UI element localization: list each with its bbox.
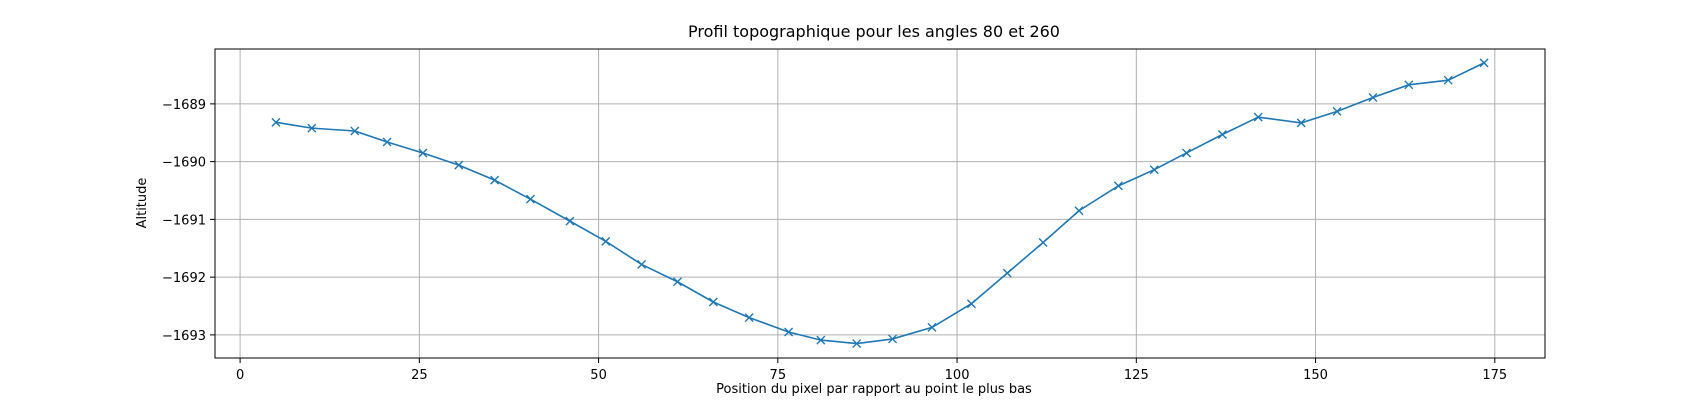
x-tick-label: 25 [411,368,428,383]
data-point [1074,206,1084,216]
x-tick-label: 125 [1124,368,1149,383]
grid [215,49,1545,358]
data-point [1253,112,1263,122]
data-point [966,299,976,309]
y-tick-label: −1693 [162,329,206,344]
data-point [525,194,535,204]
data-point [672,277,682,287]
data-point [350,126,360,136]
data-point [637,259,647,269]
y-tick-label: −1692 [162,271,206,286]
data-point [1443,75,1453,85]
x-tick-label: 75 [770,368,787,383]
data-point [1479,58,1489,68]
data-point [1332,106,1342,116]
data-point [927,322,937,332]
x-tick-label: 150 [1303,368,1328,383]
y-axis-ticks: −1693 −1692 −1691 −1690 −1689 [162,98,215,344]
data-point [1182,148,1192,158]
series-layer [271,58,1489,349]
y-tick-label: −1691 [162,213,206,228]
data-point [744,313,754,323]
data-point [1217,129,1227,139]
x-axis-label: Position du pixel par rapport au point l… [716,382,1032,397]
x-tick-label: 0 [236,368,244,383]
data-point [888,334,898,344]
data-point [454,160,464,170]
data-point [1404,80,1414,90]
data-point [565,216,575,226]
data-point [307,123,317,133]
data-point [1113,181,1123,191]
data-point [708,297,718,307]
data-point [271,117,281,127]
data-point [1038,237,1048,247]
data-point [1296,118,1306,128]
data-point [1149,165,1159,175]
y-tick-label: −1690 [162,156,206,171]
data-point [601,236,611,246]
data-point [852,339,862,349]
data-point [816,335,826,345]
series-line [275,62,1485,345]
data-point [418,148,428,158]
data-point [1368,93,1378,103]
data-point [784,327,794,337]
x-tick-label: 175 [1482,368,1507,383]
x-tick-label: 50 [590,368,607,383]
y-axis-label: Altitude [135,178,150,229]
y-tick-label: −1689 [162,98,206,113]
x-tick-label: 100 [945,368,970,383]
data-point [1002,268,1012,278]
x-axis-ticks: 0 25 50 75 100 125 150 175 [236,358,1507,383]
chart-title: Profil topographique pour les angles 80 … [688,22,1060,41]
data-point [490,175,500,185]
data-point [382,137,392,147]
plot-frame [214,48,1546,359]
